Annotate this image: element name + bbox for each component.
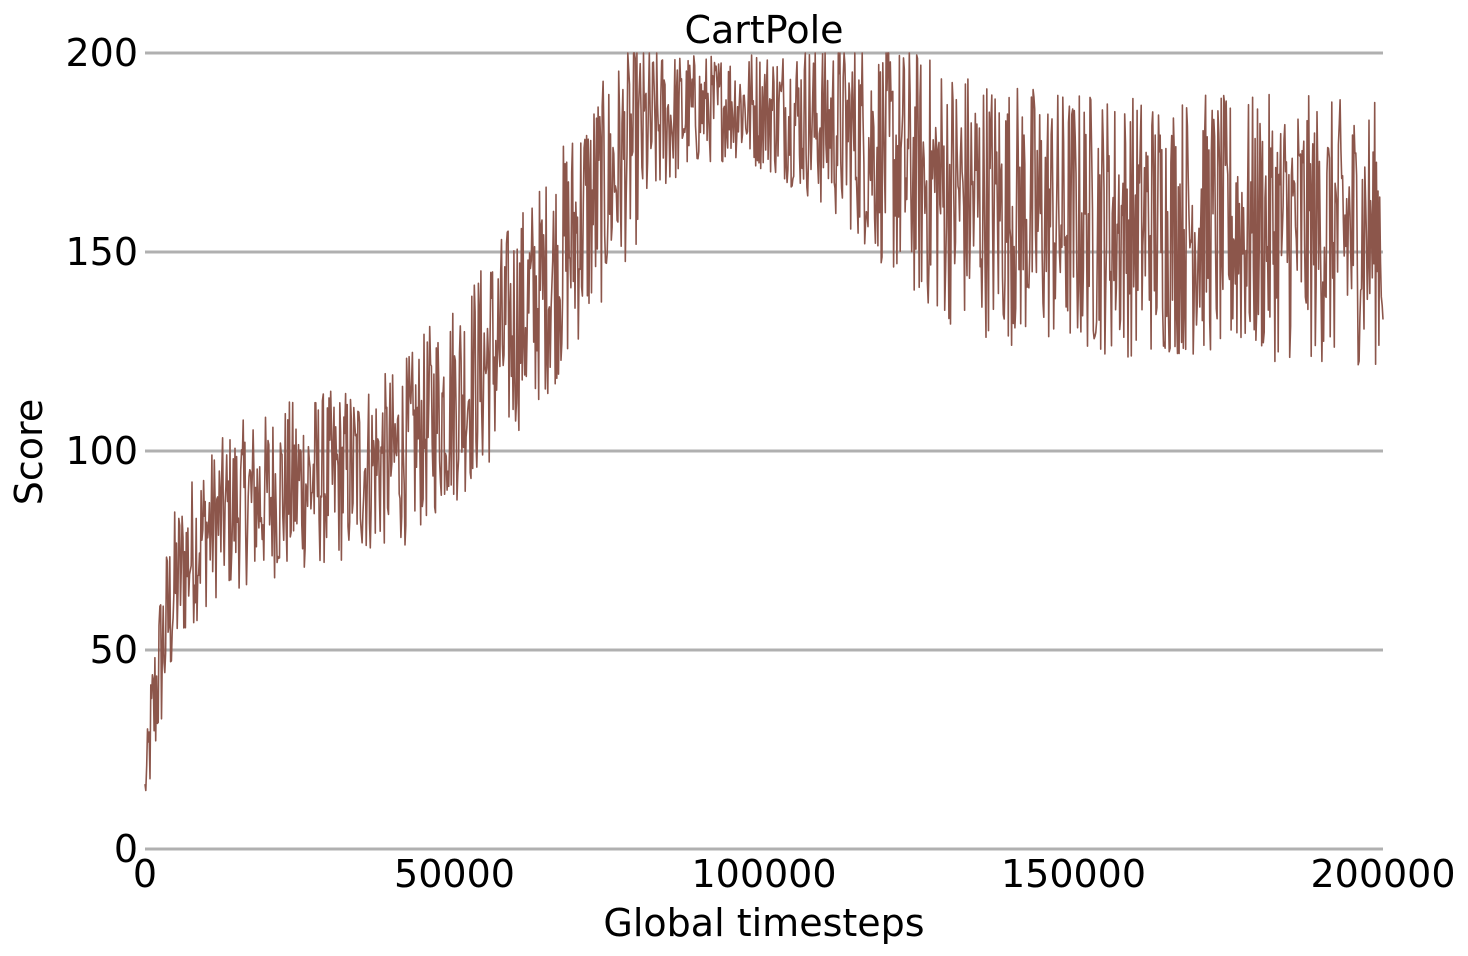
series-layer bbox=[144, 52, 1384, 792]
y-tick-labels: 0 50 100 150 200 bbox=[65, 31, 138, 871]
y-tick-label: 50 bbox=[90, 628, 138, 672]
y-tick-label: 0 bbox=[114, 827, 138, 871]
x-tick-label: 200000 bbox=[1310, 852, 1455, 896]
x-tick-label: 150000 bbox=[1001, 852, 1146, 896]
chart-title: CartPole bbox=[684, 8, 843, 52]
y-tick-label: 150 bbox=[65, 230, 138, 274]
grid-lines bbox=[145, 51, 1383, 851]
series-line-0 bbox=[144, 52, 1384, 792]
x-tick-label: 100000 bbox=[691, 852, 836, 896]
x-tick-labels: 0 50000 100000 150000 200000 bbox=[133, 852, 1456, 896]
y-axis-label: Score bbox=[7, 399, 51, 505]
y-tick-label: 100 bbox=[65, 429, 138, 473]
x-tick-label: 50000 bbox=[394, 852, 515, 896]
x-tick-label: 0 bbox=[133, 852, 157, 896]
x-axis-label: Global timesteps bbox=[603, 901, 924, 945]
y-tick-label: 200 bbox=[65, 31, 138, 75]
